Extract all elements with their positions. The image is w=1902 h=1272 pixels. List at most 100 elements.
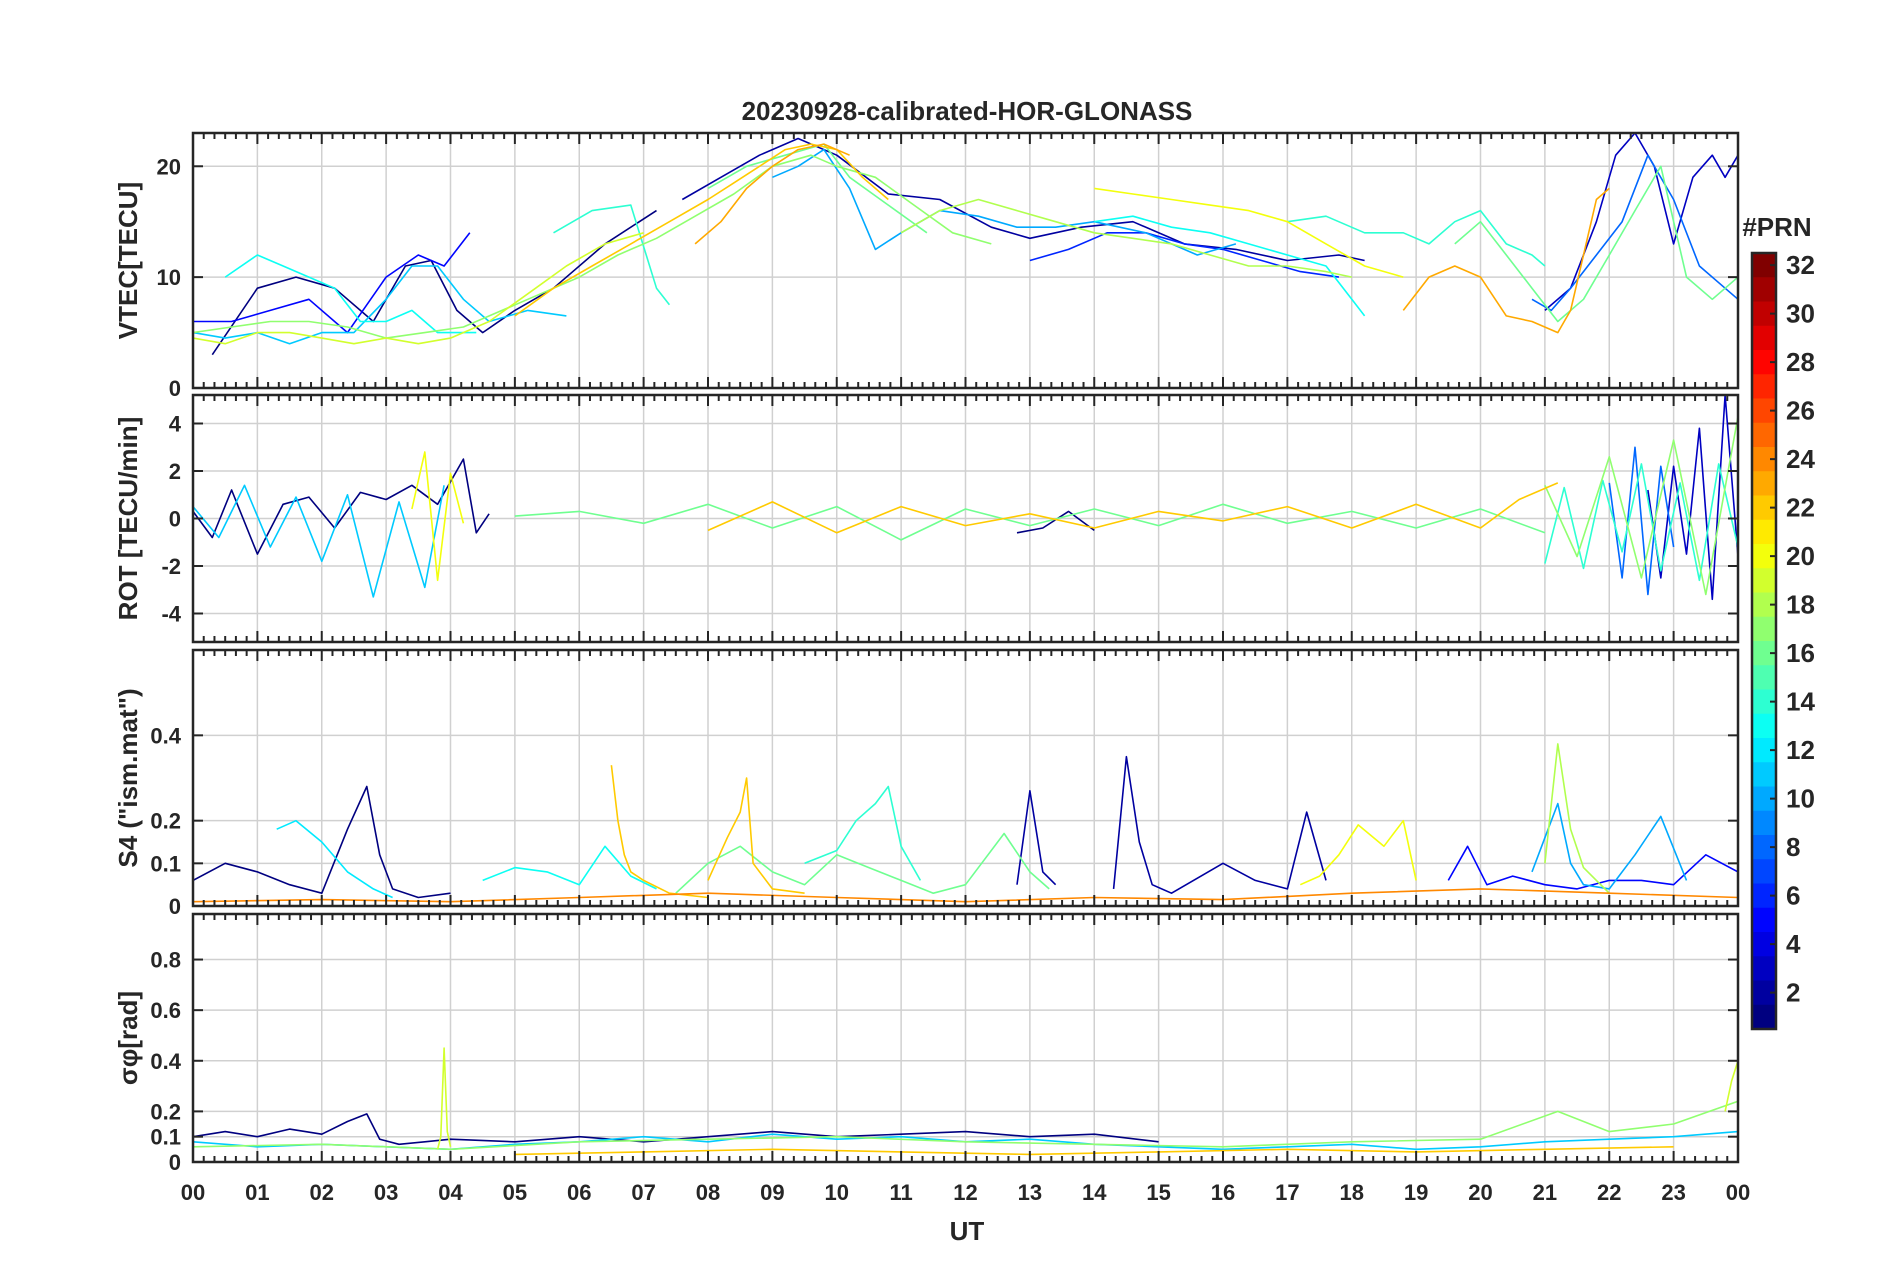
series-line-prn-14	[1287, 209, 1546, 267]
x-tick-label: 13	[1018, 1180, 1042, 1205]
series-line-prn-22	[514, 143, 889, 317]
series-line-prn-18	[1544, 743, 1610, 894]
colorbar-block	[1752, 956, 1776, 982]
x-tick-label: 18	[1340, 1180, 1364, 1205]
colorbar-tick-label: 26	[1786, 396, 1815, 426]
colorbar-block	[1752, 568, 1776, 594]
series-line-prn-2	[1016, 789, 1057, 886]
y-tick-label: 4	[169, 412, 182, 437]
x-tick-label: 23	[1661, 1180, 1685, 1205]
y-tick-label: 0	[169, 507, 181, 532]
chart-title: 20230928-calibrated-HOR-GLONASS	[742, 96, 1193, 126]
colorbar-block	[1752, 374, 1776, 400]
colorbar-tick-label: 18	[1786, 590, 1815, 620]
panel-rot-ticks	[192, 395, 1739, 642]
colorbar-tick-label: 14	[1786, 687, 1815, 717]
colorbar-tick-label: 32	[1786, 250, 1815, 280]
y-tick-label: 0	[169, 1150, 181, 1175]
y-tick-label: 2	[169, 459, 181, 484]
series-line-prn-13	[1094, 215, 1366, 317]
colorbar-block	[1752, 422, 1776, 448]
y-tick-label: 0.8	[150, 948, 181, 973]
colorbar-frame	[1750, 251, 1778, 1031]
colorbar-block	[1752, 325, 1776, 351]
panel-rot-series	[193, 395, 1738, 601]
series-line-prn-22	[707, 482, 1559, 534]
colorbar-tick-label: 2	[1786, 978, 1800, 1008]
series-line-prn-14	[804, 785, 922, 881]
panel-sigma_phi-grid	[193, 914, 1738, 1163]
y-tick-label: 0.2	[150, 809, 181, 834]
y-axis-label-sigma_phi: σφ[rad]	[113, 991, 143, 1085]
series-line-prn-5	[1447, 845, 1738, 890]
series-line-prn-20	[1299, 819, 1417, 886]
panel-vtec-grid	[193, 133, 1738, 389]
y-tick-label: 20	[157, 154, 181, 179]
x-tick-label: 05	[503, 1180, 527, 1205]
x-tick-label: 03	[374, 1180, 398, 1205]
series-line-prn-6	[1029, 232, 1340, 278]
x-tick-label: 09	[760, 1180, 784, 1205]
series-line-prn-17	[1544, 416, 1738, 596]
x-tick-label: 14	[1082, 1180, 1107, 1205]
colorbar-block	[1752, 277, 1776, 303]
x-tick-label: 19	[1404, 1180, 1428, 1205]
y-tick-label: 0.1	[150, 1125, 181, 1150]
colorbar-block	[1752, 616, 1776, 642]
series-line-prn-17	[193, 1100, 1738, 1151]
series-line-prn-22	[707, 777, 805, 894]
colorbar-tick-label: 6	[1786, 881, 1800, 911]
series-line-prn-20	[1094, 187, 1404, 278]
colorbar-tick-label: 22	[1786, 493, 1815, 523]
series-line-prn-14	[1544, 463, 1738, 582]
x-tick-label: 16	[1211, 1180, 1235, 1205]
colorbar-block	[1752, 907, 1776, 933]
colorbar-block	[1752, 471, 1776, 497]
series-line-prn-16	[675, 832, 1050, 895]
x-tick-label: 02	[310, 1180, 334, 1205]
x-tick-label: 08	[696, 1180, 720, 1205]
panel-s4: 0 0.1 0.2 0.4 S4 ("ism.mat")	[113, 648, 1740, 919]
colorbar-block	[1752, 665, 1776, 691]
series-line-prn-23	[1402, 187, 1610, 334]
series-line-prn-1	[193, 458, 490, 555]
colorbar-tick-label: 12	[1786, 735, 1815, 765]
y-tick-label: 0.4	[150, 1049, 181, 1074]
y-tick-label: 0	[169, 894, 181, 919]
series-line-prn-13	[224, 254, 477, 334]
series-line-prn-10	[772, 148, 1237, 256]
x-tick-label: 06	[567, 1180, 591, 1205]
y-tick-label: 10	[157, 265, 181, 290]
colorbar-block	[1752, 713, 1776, 739]
x-tick-label: 07	[631, 1180, 655, 1205]
colorbar-ticks: 32 30 28 26 24 22 20 18 16 14 12 10 8 6 4 2	[1770, 250, 1815, 1008]
series-line-prn-18	[900, 198, 1352, 278]
colorbar-tick-label: 24	[1786, 444, 1815, 474]
panel-rot-grid	[193, 395, 1738, 642]
y-tick-label: 0.6	[150, 998, 181, 1023]
panel-vtec: 0 10 20 VTEC[TECU]	[113, 131, 1740, 401]
colorbar-gradient	[1752, 253, 1776, 1030]
x-tick-label: 15	[1146, 1180, 1170, 1205]
panel-rot: -4 -2 0 2 4 ROT [TECU/min]	[113, 393, 1740, 644]
y-tick-label: -4	[161, 602, 181, 627]
colorbar-block	[1752, 859, 1776, 885]
x-tick-label: 01	[245, 1180, 269, 1205]
series-line-prn-19	[1724, 1060, 1738, 1112]
colorbar: #PRN 32 30 28 26 24 22 20 18 16 14 12 10 8 6 4 2	[1742, 212, 1815, 1031]
colorbar-tick-label: 16	[1786, 638, 1815, 668]
colorbar-tick-label: 8	[1786, 832, 1800, 862]
series-line-prn-19	[193, 232, 644, 345]
colorbar-tick-label: 28	[1786, 347, 1815, 377]
panel-sigma_phi-ticks	[192, 914, 1739, 1163]
series-line-prn-5	[193, 232, 471, 334]
series-line-prn-19	[436, 1047, 452, 1150]
colorbar-tick-label: 30	[1786, 299, 1815, 329]
colorbar-block	[1752, 1004, 1776, 1030]
x-tick-label: 17	[1275, 1180, 1299, 1205]
x-axis-label: UT	[950, 1216, 985, 1246]
series-line-prn-2	[1112, 755, 1327, 895]
y-tick-label: 0.1	[150, 851, 181, 876]
x-tick-label: 10	[825, 1180, 849, 1205]
series-line-prn-14	[553, 204, 671, 306]
